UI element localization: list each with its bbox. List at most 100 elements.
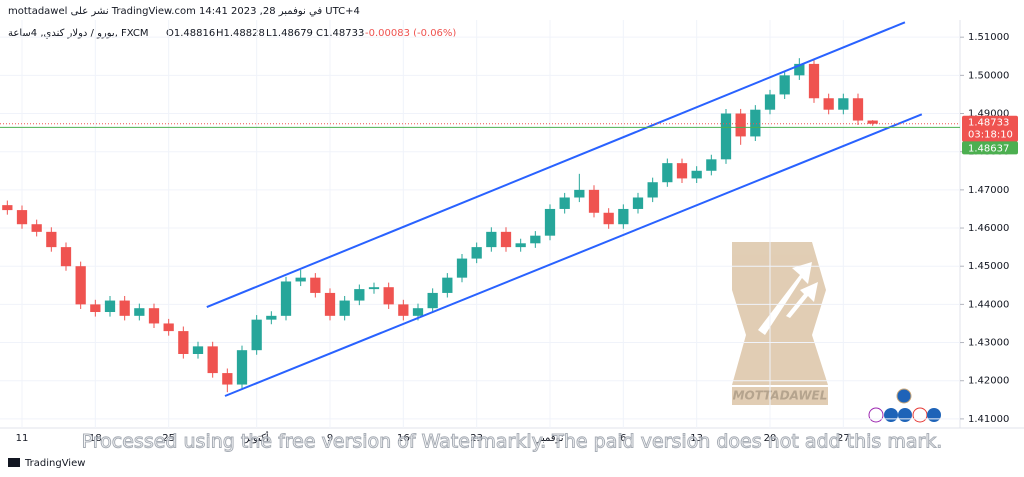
candle-body <box>207 346 218 374</box>
candle-body <box>662 163 673 183</box>
x-tick-label: 23 <box>470 433 483 444</box>
ohlc-low: L1.48679 <box>266 28 313 39</box>
logo-text: MOTTADAWEL <box>733 389 828 403</box>
ohlc-change: -0.00083 (-0.06%) <box>365 28 456 39</box>
logo-watermark: MOTTADAWEL <box>732 242 828 405</box>
x-tick-label: 11 <box>16 433 29 444</box>
candle-body <box>603 212 614 225</box>
trendline <box>224 113 923 397</box>
candle-body <box>647 182 658 198</box>
candle-body <box>178 331 189 355</box>
y-tick-label: 1.47000 <box>968 185 1009 196</box>
candle-body <box>838 98 849 110</box>
candle-body <box>383 287 394 305</box>
icon <box>912 407 928 423</box>
level-box <box>962 141 1018 155</box>
x-tick-label: 9 <box>327 433 333 444</box>
footer: TradingView <box>8 458 85 469</box>
x-tick-label: 13 <box>690 433 703 444</box>
x-tick-label: 6 <box>620 433 626 444</box>
icon <box>927 408 941 422</box>
publish-info: mottadawel نشر على TradingView.com في نو… <box>8 6 360 17</box>
candle-body <box>471 247 482 259</box>
candle-body <box>442 277 453 293</box>
ohlc-high: H1.48828 <box>216 28 265 39</box>
logo-band <box>732 387 828 405</box>
last-price-label: 1.48733 <box>968 118 1009 129</box>
candle-body <box>280 281 292 316</box>
candle-body <box>823 98 834 110</box>
candle-body <box>456 258 468 278</box>
candle-body <box>134 308 145 316</box>
candle-body <box>46 231 57 248</box>
candle-body <box>119 300 130 316</box>
x-tick-label: 20 <box>764 433 777 444</box>
candle-body <box>764 94 776 110</box>
candle-body <box>192 346 204 355</box>
candle-body <box>618 208 629 225</box>
candle-body <box>251 319 262 351</box>
trendline <box>206 21 906 308</box>
candle-body <box>588 189 600 213</box>
candle-body <box>574 189 585 198</box>
candle-body <box>412 308 424 316</box>
candle-body <box>427 292 438 309</box>
candle-body <box>31 224 42 232</box>
candle-body <box>60 247 72 267</box>
candle-body <box>75 266 86 305</box>
candle-body <box>266 315 277 320</box>
candle-body <box>16 210 28 225</box>
candle-body <box>398 304 409 316</box>
candle-body <box>515 243 526 248</box>
candle-body <box>544 208 556 236</box>
candle-body <box>500 231 512 248</box>
candle-body <box>691 170 702 179</box>
candle-body <box>339 300 350 316</box>
icon <box>868 407 884 423</box>
x-tick-label: 18 <box>89 433 102 444</box>
last-price-box <box>962 115 1018 142</box>
candle-body <box>310 277 321 293</box>
candle-body <box>486 231 497 248</box>
tv-logo <box>8 458 20 467</box>
icon <box>884 408 898 422</box>
candle-body <box>148 308 160 324</box>
candle-body <box>808 63 820 99</box>
candle-body <box>530 235 541 244</box>
x-tick-label: 16 <box>397 433 410 444</box>
candle-body <box>750 109 761 137</box>
x-tick-label: أكتوبر <box>244 431 269 444</box>
y-tick-label: 1.44000 <box>968 299 1009 310</box>
candle-body <box>104 300 116 313</box>
logo-arrow <box>758 262 812 335</box>
y-tick-label: 1.51000 <box>968 32 1009 43</box>
candle-body <box>354 289 365 301</box>
candle-body <box>559 197 570 209</box>
icon <box>896 388 912 404</box>
candle-body <box>368 287 380 290</box>
logo-arrow <box>786 282 818 318</box>
y-tick-label: 1.49000 <box>968 109 1009 120</box>
candle-body <box>163 323 174 332</box>
candle-body <box>324 292 336 316</box>
x-tick-label: 27 <box>837 433 850 444</box>
candle-body <box>867 120 878 124</box>
candle-body <box>2 205 13 211</box>
countdown: 03:18:10 <box>968 130 1013 141</box>
ohlc-close: C1.48733 <box>316 28 364 39</box>
logo-shape <box>732 242 828 385</box>
y-tick-label: 1.45000 <box>968 261 1009 272</box>
y-tick-label: 1.43000 <box>968 338 1009 349</box>
x-tick-label: 25 <box>162 433 175 444</box>
candle-body <box>676 163 688 179</box>
candle-body <box>236 350 248 385</box>
candle-body <box>295 277 306 282</box>
candle-body <box>720 113 732 160</box>
candle-body <box>222 373 233 385</box>
x-tick-label: نوفمبر <box>535 433 563 444</box>
y-tick-label: 1.41000 <box>968 414 1009 425</box>
ohlc-open: O1.48816 <box>166 28 215 39</box>
candle-body <box>90 304 101 313</box>
